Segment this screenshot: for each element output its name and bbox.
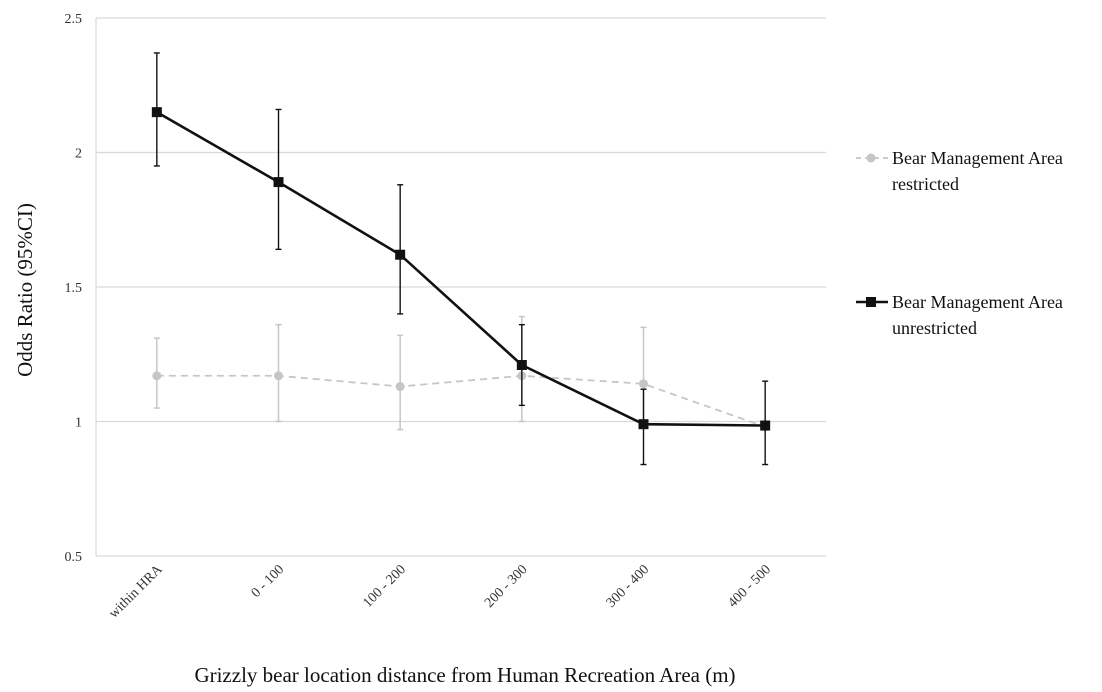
legend-item-restricted: Bear Management Area restricted: [856, 148, 1063, 194]
series-line: [156, 111, 766, 427]
data-point: [395, 382, 405, 392]
gridlines: [95, 17, 826, 557]
legend-swatch-marker: [866, 297, 876, 307]
legend-label: unrestricted: [892, 318, 977, 338]
legend-label: Bear Management Area: [892, 148, 1063, 168]
series-line: [156, 374, 766, 428]
data-point: [151, 107, 162, 118]
y-tick-label: 0.5: [65, 550, 83, 565]
legend-swatch-marker: [866, 153, 876, 163]
data-point: [638, 419, 649, 430]
data-point: [639, 379, 648, 389]
x-tick-label: 0 - 100: [249, 562, 288, 601]
y-tick-label: 2: [75, 147, 82, 162]
x-axis-title: Grizzly bear location distance from Huma…: [194, 663, 735, 687]
data-point: [273, 177, 284, 188]
data-point: [274, 371, 283, 381]
x-tick-labels: within HRA 0 - 100 100 - 200 200 - 300 300 -…: [106, 562, 774, 622]
x-tick-label: 400 - 500: [725, 562, 774, 611]
y-tick-labels: 0.5 1 1.5 2 2.5: [65, 12, 83, 565]
y-axis-title: Odds Ratio (95%CI): [13, 203, 37, 377]
y-tick-label: 1.5: [65, 281, 83, 296]
legend-label: restricted: [892, 174, 959, 194]
legend-label: Bear Management Area: [892, 292, 1063, 312]
x-tick-label: 200 - 300: [482, 562, 531, 611]
series-restricted: [152, 315, 770, 432]
y-tick-label: 2.5: [65, 12, 83, 27]
x-tick-label: 100 - 200: [360, 562, 409, 611]
series-layer: [151, 52, 771, 466]
y-tick-label: 1: [75, 416, 82, 431]
x-tick-label: 300 - 400: [604, 562, 653, 611]
data-point: [516, 360, 527, 371]
series-unrestricted: [151, 52, 771, 466]
data-point: [760, 420, 771, 431]
x-tick-label: within HRA: [106, 562, 166, 622]
data-point: [152, 371, 162, 381]
data-point: [395, 249, 406, 260]
legend-item-unrestricted: Bear Management Area unrestricted: [856, 292, 1063, 338]
